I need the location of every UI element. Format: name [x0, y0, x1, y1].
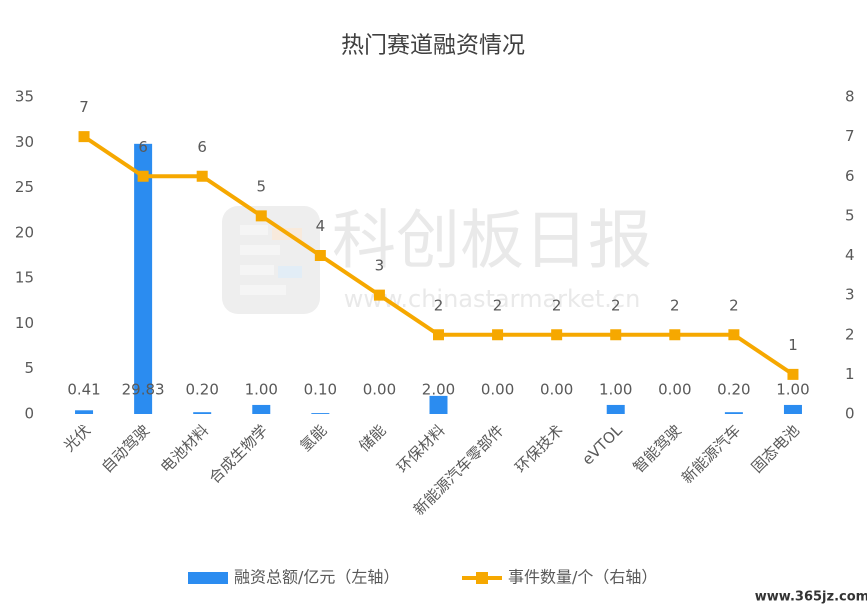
- bar-value-label: 1.00: [245, 381, 278, 399]
- bar: [311, 413, 330, 414]
- x-tick-label: 电池材料: [157, 421, 212, 476]
- y-tick-label: 30: [15, 133, 34, 151]
- y2-tick-label: 8: [845, 88, 855, 106]
- bar: [193, 412, 212, 414]
- legend-label: 融资总额/亿元（左轴）: [234, 568, 399, 587]
- x-tick-label: 固态电池: [748, 421, 803, 476]
- x-tick-label: 光伏: [60, 421, 94, 455]
- bar-value-label: 0.00: [658, 381, 691, 399]
- bar: [134, 143, 153, 414]
- line-marker: [433, 329, 444, 341]
- x-tick-label: 智能驾驶: [630, 421, 685, 476]
- x-tick-label: 新能源汽车: [678, 421, 744, 487]
- line-marker: [314, 250, 326, 261]
- line-value-label: 3: [375, 257, 385, 275]
- bar-value-label: 1.00: [776, 381, 809, 399]
- y-tick-label: 10: [15, 314, 34, 332]
- y-tick-label: 15: [15, 269, 34, 287]
- y2-tick-label: 6: [845, 167, 855, 185]
- x-tick-label: 自动驾驶: [98, 421, 153, 476]
- y2-tick-label: 7: [845, 127, 855, 145]
- line-value-label: 2: [670, 296, 680, 314]
- line-marker: [610, 329, 622, 341]
- bar-value-label: 1.00: [599, 381, 632, 399]
- source: www.365jz.com: [755, 590, 867, 605]
- line-marker: [137, 170, 149, 182]
- y-tick-label: 20: [15, 223, 34, 241]
- y2-tick-label: 3: [845, 286, 855, 304]
- line-marker: [728, 329, 740, 341]
- bar-value-label: 0.00: [363, 381, 396, 399]
- y2-tick-label: 2: [845, 325, 855, 343]
- bar-value-label: 29.83: [122, 381, 165, 399]
- bar: [783, 404, 802, 414]
- x-tick-label: 氢能: [296, 421, 330, 455]
- line-value-label: 6: [138, 138, 148, 156]
- bar-value-label: 0.41: [67, 381, 100, 399]
- x-tick-label: eVTOL: [578, 421, 626, 469]
- x-tick-label: 环保材料: [393, 421, 448, 476]
- line-marker: [551, 329, 563, 341]
- bar: [75, 410, 94, 414]
- line-marker: [669, 329, 681, 341]
- line-marker: [255, 210, 267, 222]
- y2-tick-label: 5: [845, 206, 855, 224]
- x-tick-label: 合成生物学: [206, 421, 272, 487]
- bar-value-label: 0.20: [185, 381, 218, 399]
- line-marker: [787, 368, 799, 380]
- bar-value-label: 2.00: [422, 381, 455, 399]
- watermark: 科创板日报: [332, 205, 652, 279]
- legend-swatch: [476, 572, 488, 584]
- bar-value-label: 0.00: [481, 381, 514, 399]
- bar: [252, 404, 271, 414]
- y2-tick-label: 0: [845, 405, 855, 423]
- bar-value-label: 0.10: [304, 381, 337, 399]
- line-value-label: 2: [493, 296, 503, 314]
- line-value-label: 2: [611, 296, 621, 314]
- bar: [724, 412, 743, 414]
- line-value-label: 2: [729, 296, 739, 314]
- line-value-label: 1: [788, 336, 798, 354]
- chart-title: 热门赛道融资情况: [341, 33, 525, 59]
- line-marker: [78, 131, 90, 143]
- line-value-label: 6: [197, 138, 207, 156]
- bar-value-label: 0.20: [717, 381, 750, 399]
- y2-tick-label: 1: [845, 365, 855, 383]
- y-tick-label: 25: [15, 178, 34, 196]
- y-tick-label: 5: [24, 359, 34, 377]
- x-tick-label: 储能: [355, 421, 389, 455]
- legend-swatch: [188, 572, 228, 584]
- line-value-label: 7: [79, 98, 89, 116]
- bar: [606, 404, 625, 414]
- y-tick-label: 35: [15, 88, 34, 106]
- line-value-label: 2: [552, 296, 562, 314]
- bar: [429, 395, 448, 414]
- y-tick-label: 0: [24, 405, 34, 423]
- x-tick-label: 环保技术: [511, 421, 566, 476]
- line-value-label: 5: [256, 177, 266, 195]
- line-value-label: 4: [316, 217, 326, 235]
- line-marker: [196, 170, 208, 182]
- bar-value-label: 0.00: [540, 381, 573, 399]
- watermark-url: www.chinastarmarket.cn: [344, 285, 641, 313]
- line-marker: [492, 329, 504, 341]
- line-value-label: 2: [434, 296, 444, 314]
- line-marker: [373, 289, 385, 301]
- y2-tick-label: 4: [845, 246, 855, 264]
- legend-label: 事件数量/个（右轴）: [508, 568, 657, 587]
